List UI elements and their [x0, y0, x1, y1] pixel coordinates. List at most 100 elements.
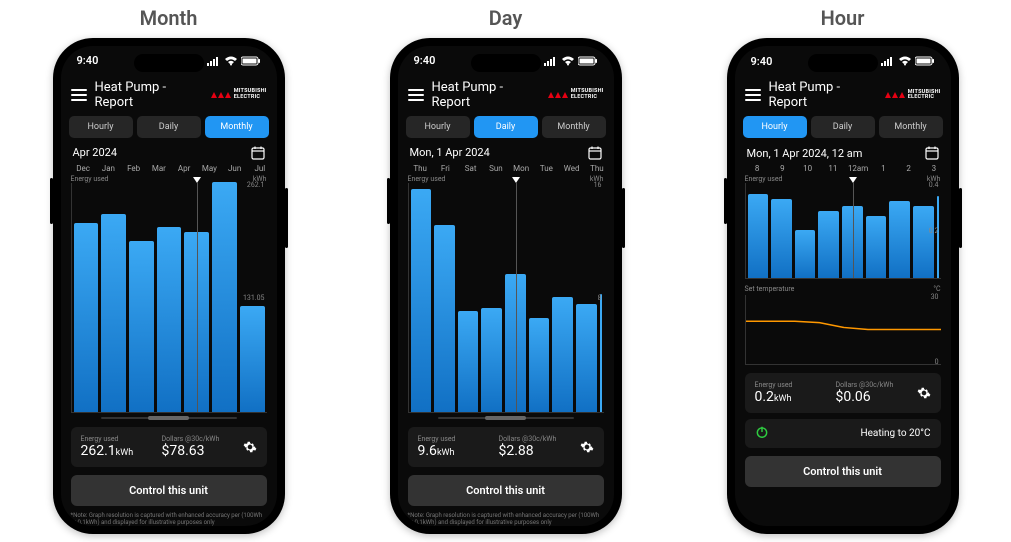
chart-bar[interactable]	[458, 311, 479, 412]
column-day: Day 9:40 Heat Pump - Report	[390, 6, 622, 534]
energy-unit: kWh	[437, 448, 455, 458]
metric-energy-label: Energy used	[418, 435, 491, 443]
chart-bar[interactable]	[889, 201, 910, 278]
set-temp-chart[interactable]: 30 0	[745, 295, 941, 365]
x-label: Sun	[483, 164, 508, 173]
tab-daily[interactable]: Daily	[474, 116, 538, 138]
chart-bar[interactable]	[818, 211, 839, 278]
chart-bar[interactable]	[576, 304, 597, 412]
signal-icon	[207, 56, 221, 66]
brand-triangles-icon	[211, 92, 231, 98]
bar-chart-hour[interactable]: 0.4 0.2	[745, 183, 941, 279]
set-temp-label: Set temperature	[745, 285, 795, 293]
x-label: Tue	[534, 164, 559, 173]
tab-hourly[interactable]: Hourly	[406, 116, 470, 138]
calendar-icon[interactable]	[251, 146, 265, 160]
control-unit-button[interactable]: Control this unit	[745, 456, 941, 487]
metric-energy-value: 0.2kWh	[755, 389, 828, 405]
page-title: Heat Pump - Report	[769, 80, 877, 110]
tab-hourly[interactable]: Hourly	[69, 116, 133, 138]
chart-scrollbar[interactable]	[438, 417, 574, 419]
x-label: Mar	[146, 164, 171, 173]
wifi-icon	[561, 56, 575, 66]
chart-bar[interactable]	[157, 227, 182, 411]
metric-dollars-value: $2.88	[499, 443, 572, 459]
chart-bar[interactable]	[240, 306, 265, 411]
settings-icon[interactable]	[243, 440, 257, 454]
chart-bar[interactable]	[481, 308, 502, 412]
chart-bar[interactable]	[795, 230, 816, 278]
calendar-icon[interactable]	[925, 146, 939, 160]
chart-area: 0.4 0.2	[735, 183, 951, 279]
column-hour: Hour 9:40 Heat Pump - Report	[727, 6, 959, 534]
summary-card: Energy used 262.1kWh Dollars @30c/kWh $7…	[71, 427, 267, 467]
battery-icon	[915, 56, 935, 66]
chart-bar[interactable]	[748, 194, 769, 278]
ytick-top: 0.4	[929, 181, 939, 189]
x-label: 12am	[846, 164, 871, 173]
x-label: 8	[745, 164, 770, 173]
bar-chart-day[interactable]: 168	[408, 183, 604, 413]
signal-icon	[881, 56, 895, 66]
chart-bar[interactable]	[74, 223, 99, 412]
metric-dollars: Dollars @30c/kWh $78.63	[162, 435, 235, 459]
chart-bar[interactable]	[529, 318, 550, 411]
temp-line	[746, 321, 941, 329]
calendar-icon[interactable]	[588, 146, 602, 160]
menu-icon[interactable]	[71, 89, 87, 101]
control-unit-button[interactable]: Control this unit	[71, 475, 267, 506]
chart-bar[interactable]	[866, 216, 887, 278]
tab-hourly[interactable]: Hourly	[743, 116, 807, 138]
tab-monthly[interactable]: Monthly	[879, 116, 943, 138]
x-label: Thu	[408, 164, 433, 173]
ytick-mid: 0.2	[929, 227, 939, 235]
battery-icon	[578, 56, 598, 66]
x-label: Mon	[509, 164, 534, 173]
tab-daily[interactable]: Daily	[137, 116, 201, 138]
screen-day: 9:40 Heat Pump - Report MITSUBISHI	[398, 46, 614, 526]
chart-scrollbar[interactable]	[101, 417, 237, 419]
chart-bar[interactable]	[771, 199, 792, 278]
metric-dollars-value: $0.06	[836, 389, 909, 405]
chart-bar[interactable]	[552, 297, 573, 412]
metric-energy-label: Energy used	[755, 381, 828, 389]
bar-chart-month[interactable]: 262.1131.05	[71, 183, 267, 413]
chart-area: 168	[398, 183, 614, 419]
energy-used-axis-label: Energy used	[71, 175, 109, 183]
x-label: Sat	[458, 164, 483, 173]
control-unit-button[interactable]: Control this unit	[408, 475, 604, 506]
menu-icon[interactable]	[745, 89, 761, 101]
menu-icon[interactable]	[408, 89, 424, 101]
metric-energy: Energy used 262.1kWh	[81, 435, 154, 459]
period-tabs: Hourly Daily Monthly	[735, 116, 951, 138]
power-icon[interactable]	[755, 425, 769, 442]
chart-bar-partial[interactable]	[937, 196, 939, 278]
brand-sub: ELECTRIC	[234, 95, 267, 101]
tab-monthly[interactable]: Monthly	[205, 116, 269, 138]
chart-bar[interactable]	[101, 214, 126, 411]
set-temp-label-row: Set temperature °C	[735, 279, 951, 293]
settings-icon[interactable]	[917, 386, 931, 400]
x-label: Jan	[96, 164, 121, 173]
status-time: 9:40	[77, 54, 99, 67]
energy-unit: kWh	[774, 394, 792, 404]
chart-bar[interactable]	[913, 206, 934, 278]
date-label: Apr 2024	[73, 146, 118, 159]
brand-triangles-icon	[548, 92, 568, 98]
tab-monthly[interactable]: Monthly	[542, 116, 606, 138]
chart-bar[interactable]	[411, 189, 432, 412]
chart-bar[interactable]	[129, 241, 154, 412]
chart-bar[interactable]	[434, 225, 455, 412]
tab-daily[interactable]: Daily	[811, 116, 875, 138]
app-header: Heat Pump - Report MITSUBISHI ELECTRIC	[735, 76, 951, 116]
settings-icon[interactable]	[580, 440, 594, 454]
chart-bar[interactable]	[212, 182, 237, 412]
x-label: 11	[820, 164, 845, 173]
status-icons	[544, 56, 598, 66]
phone-frame-day: 9:40 Heat Pump - Report MITSUBISHI	[390, 38, 622, 534]
status-icons	[881, 56, 935, 66]
app-header: Heat Pump - Report MITSUBISHI ELECTRIC	[398, 76, 614, 116]
chart-bar-partial[interactable]	[600, 294, 602, 412]
summary-card: Energy used 9.6kWh Dollars @30c/kWh $2.8…	[408, 427, 604, 467]
chart-area: 262.1131.05	[61, 183, 277, 419]
